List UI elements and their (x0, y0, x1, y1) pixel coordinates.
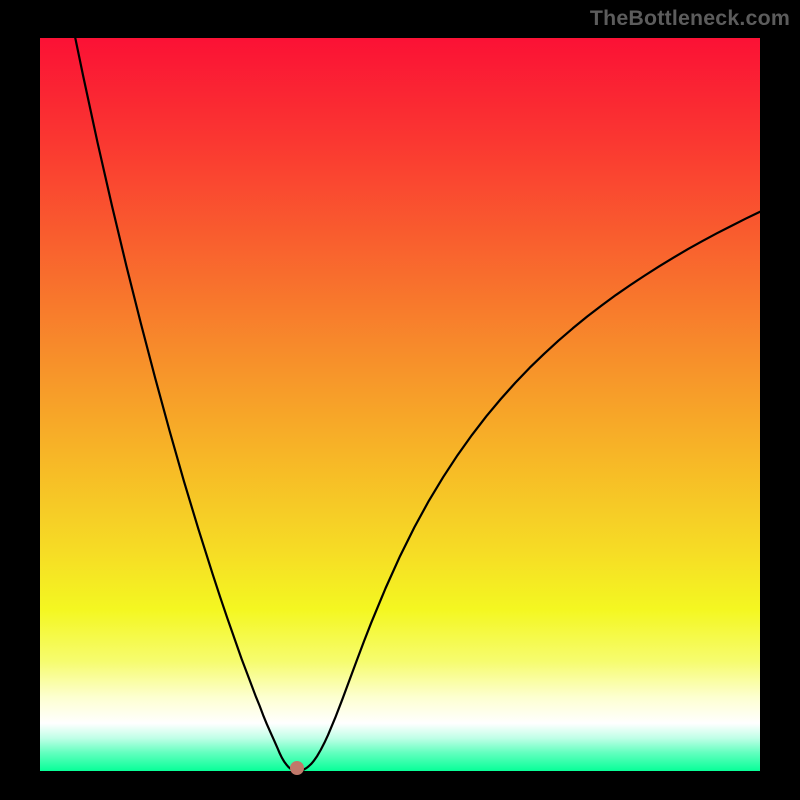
chart-outer-frame: TheBottleneck.com (0, 0, 800, 800)
bottleneck-curve (40, 38, 760, 771)
optimum-marker (290, 761, 304, 775)
watermark-text: TheBottleneck.com (590, 6, 790, 31)
bottleneck-curve-path (75, 38, 760, 771)
plot-area (40, 38, 760, 771)
